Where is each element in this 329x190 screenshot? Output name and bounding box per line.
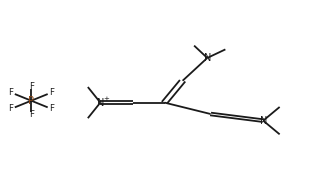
Text: F: F (9, 88, 13, 97)
Text: F: F (49, 104, 54, 113)
Text: F: F (29, 110, 34, 120)
Text: N: N (97, 98, 104, 108)
Text: F: F (29, 82, 34, 91)
Text: F: F (9, 104, 13, 113)
Text: N: N (204, 53, 211, 63)
Text: +: + (104, 96, 110, 102)
Text: F: F (49, 88, 54, 97)
Text: P: P (28, 96, 34, 106)
Text: N: N (260, 116, 267, 126)
